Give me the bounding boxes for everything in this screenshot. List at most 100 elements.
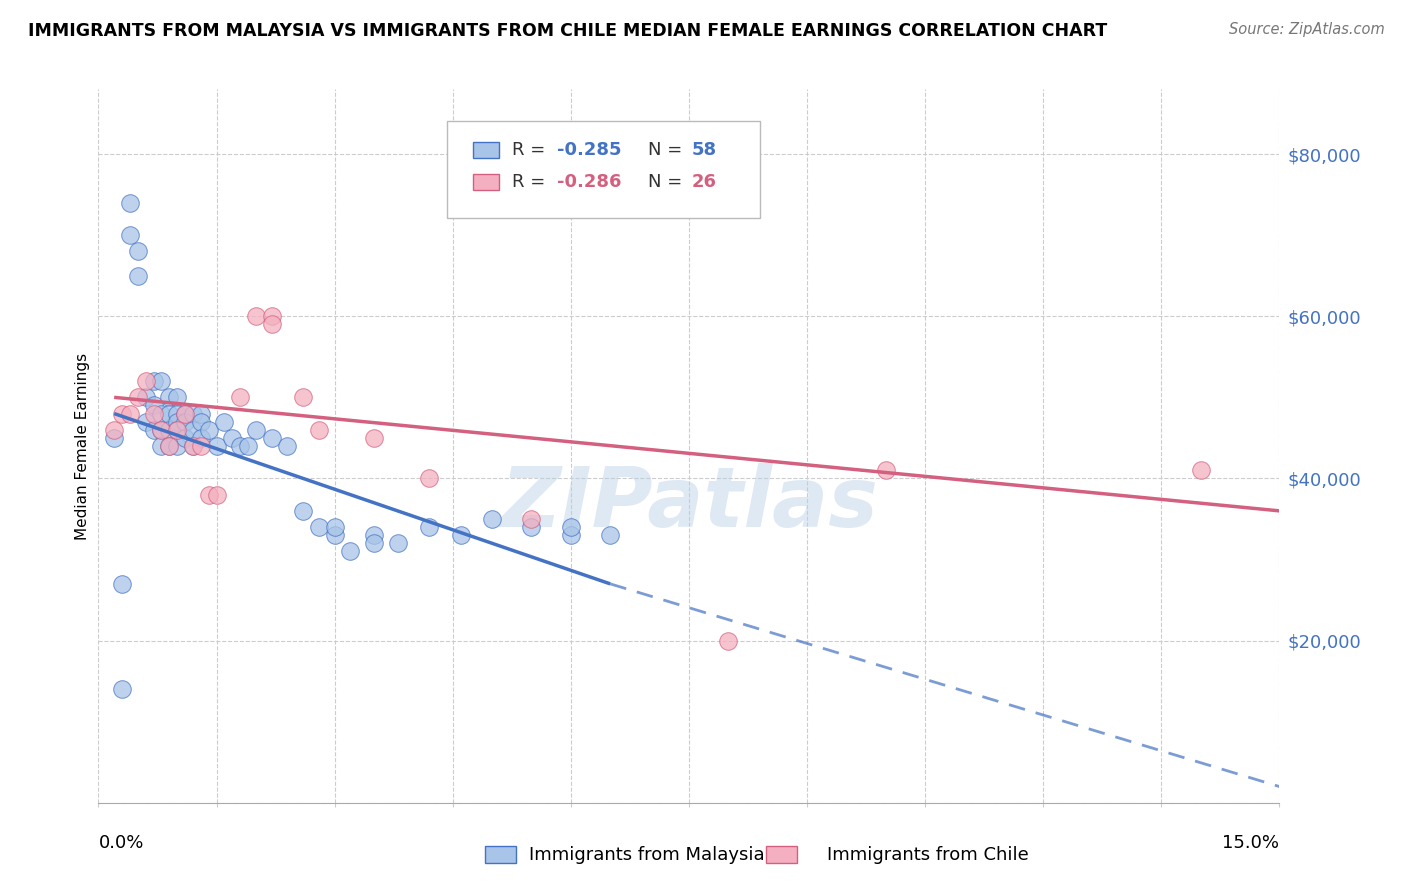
Point (363, 431, 385, 445)
Point (260, 310, 283, 324)
Point (418, 520, 440, 534)
Point (157, 407, 180, 421)
Point (181, 439, 204, 453)
Point (157, 423, 180, 437)
Point (166, 415, 188, 429)
FancyBboxPatch shape (472, 174, 499, 190)
Point (142, 399, 165, 413)
Point (323, 520, 346, 534)
Point (197, 423, 219, 437)
Point (157, 439, 180, 453)
FancyBboxPatch shape (447, 121, 759, 218)
Text: 26: 26 (692, 173, 716, 191)
Point (127, 390, 149, 404)
Point (717, 633, 740, 648)
Point (118, 195, 141, 210)
Text: R =: R = (512, 173, 551, 191)
Point (166, 439, 188, 453)
Point (323, 528, 346, 542)
Text: N =: N = (648, 141, 688, 159)
Point (150, 374, 173, 388)
Point (560, 520, 582, 534)
Point (118, 407, 141, 421)
Point (520, 512, 543, 526)
Point (260, 318, 283, 332)
Point (103, 431, 125, 445)
Point (181, 407, 204, 421)
Point (190, 431, 212, 445)
Text: -0.285: -0.285 (557, 141, 621, 159)
Point (190, 407, 212, 421)
Point (166, 390, 188, 404)
Point (292, 504, 315, 518)
Text: 58: 58 (692, 141, 717, 159)
Point (181, 439, 204, 453)
Point (1189, 463, 1212, 477)
Point (135, 415, 157, 429)
Point (418, 471, 440, 485)
Point (174, 431, 197, 445)
Point (292, 390, 315, 404)
Point (560, 528, 582, 542)
Point (157, 390, 180, 404)
Point (111, 407, 134, 421)
Point (276, 439, 298, 453)
Point (308, 423, 330, 437)
Point (174, 415, 197, 429)
Point (150, 407, 173, 421)
Text: -0.286: -0.286 (557, 173, 621, 191)
Point (135, 390, 157, 404)
Point (339, 544, 361, 558)
Point (111, 682, 134, 697)
Point (166, 423, 188, 437)
Point (135, 374, 157, 388)
Point (174, 407, 197, 421)
Point (221, 431, 243, 445)
Point (157, 439, 180, 453)
Point (363, 528, 385, 542)
Point (181, 423, 204, 437)
Point (229, 390, 252, 404)
Point (166, 407, 188, 421)
Point (190, 415, 212, 429)
Point (127, 268, 149, 283)
Point (150, 423, 173, 437)
Text: R =: R = (512, 141, 551, 159)
Point (174, 407, 197, 421)
Point (118, 228, 141, 243)
Point (197, 488, 219, 502)
Point (363, 536, 385, 550)
Point (236, 439, 259, 453)
Point (481, 512, 503, 526)
Point (599, 528, 621, 542)
Point (245, 423, 267, 437)
Text: 15.0%: 15.0% (1222, 834, 1279, 852)
Point (111, 577, 134, 591)
Point (260, 431, 283, 445)
Point (387, 536, 409, 550)
Point (142, 374, 165, 388)
Point (127, 244, 149, 259)
Text: IMMIGRANTS FROM MALAYSIA VS IMMIGRANTS FROM CHILE MEDIAN FEMALE EARNINGS CORRELA: IMMIGRANTS FROM MALAYSIA VS IMMIGRANTS F… (28, 22, 1108, 40)
Point (150, 423, 173, 437)
Point (229, 439, 252, 453)
Text: Immigrants from Malaysia: Immigrants from Malaysia (529, 846, 765, 863)
Point (103, 423, 125, 437)
Point (142, 407, 165, 421)
Y-axis label: Median Female Earnings: Median Female Earnings (75, 352, 90, 540)
Text: N =: N = (648, 173, 688, 191)
Point (205, 488, 228, 502)
Point (875, 463, 897, 477)
Text: Source: ZipAtlas.com: Source: ZipAtlas.com (1229, 22, 1385, 37)
Text: ZIPatlas: ZIPatlas (501, 463, 877, 543)
Point (166, 423, 188, 437)
Point (205, 439, 228, 453)
FancyBboxPatch shape (472, 142, 499, 158)
Text: Immigrants from Chile: Immigrants from Chile (827, 846, 1029, 863)
Text: 0.0%: 0.0% (98, 834, 143, 852)
Point (450, 528, 472, 542)
Point (150, 439, 173, 453)
Point (214, 415, 236, 429)
Point (520, 520, 543, 534)
Point (142, 423, 165, 437)
